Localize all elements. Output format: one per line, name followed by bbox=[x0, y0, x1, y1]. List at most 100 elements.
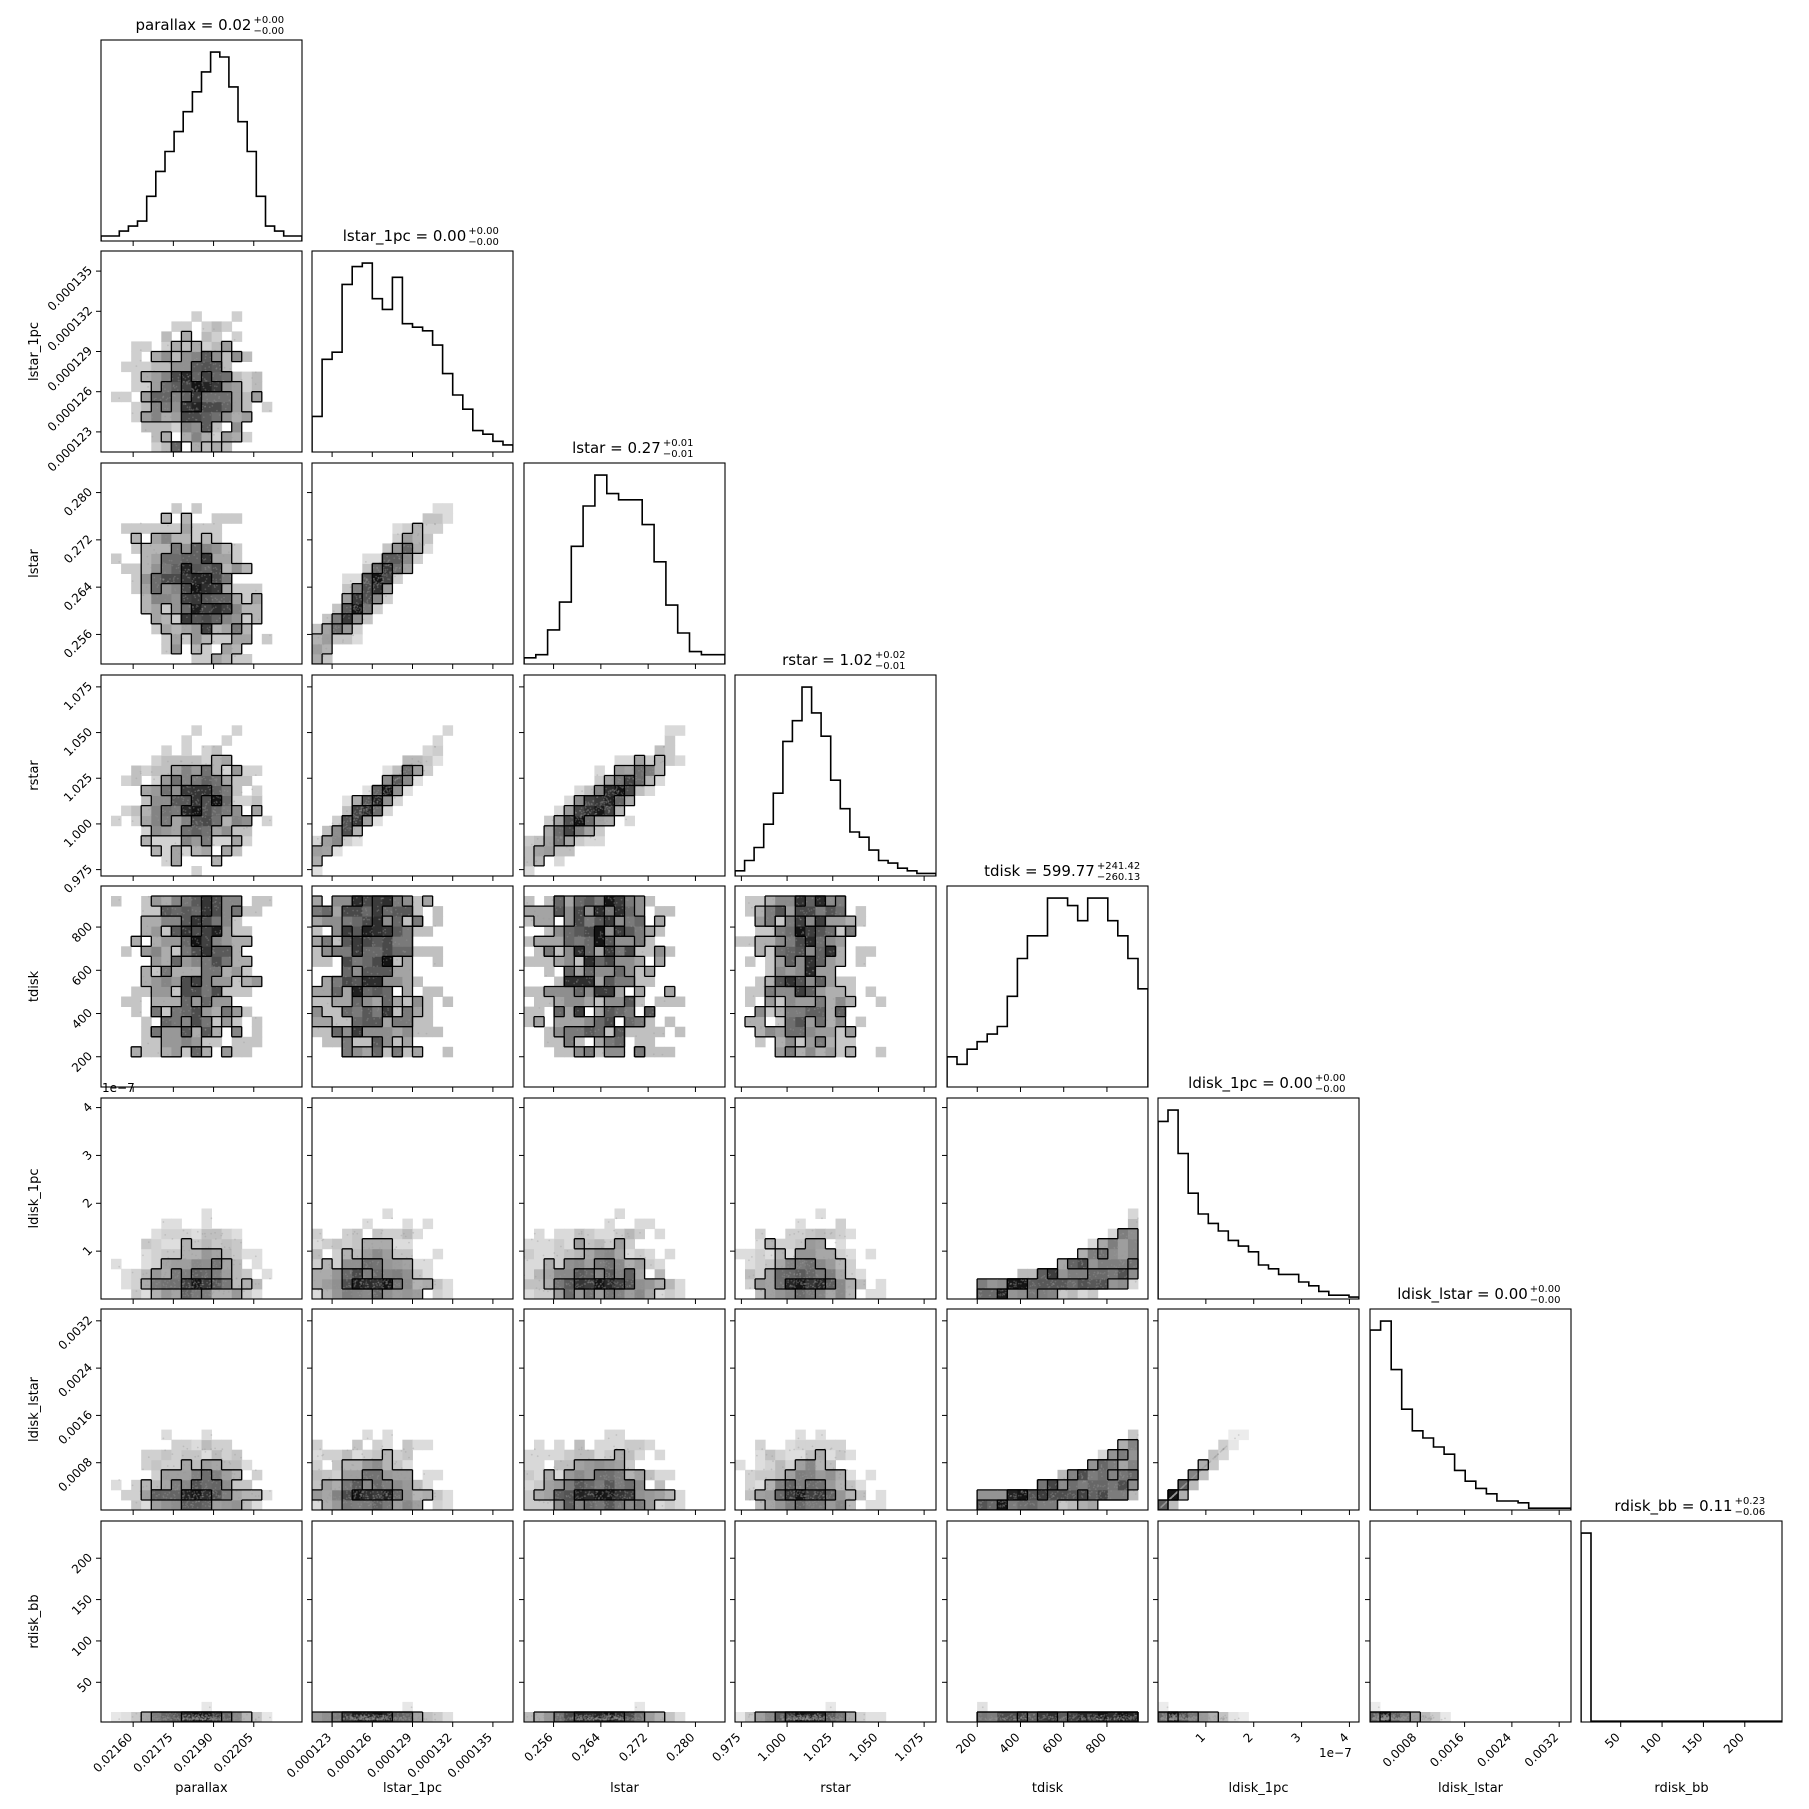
xtick-label-rdisk_bb: 100 bbox=[1638, 1730, 1664, 1756]
panel-frame bbox=[1580, 1520, 1783, 1723]
density-lstar_1pc-ldisk_lstar bbox=[312, 1429, 454, 1510]
panel-frame bbox=[1369, 1308, 1572, 1511]
xtick-label-rstar: 1.025 bbox=[801, 1730, 835, 1764]
density-lstar_1pc-rdisk_bb bbox=[312, 1701, 454, 1722]
xtick-label-lstar: 0.280 bbox=[663, 1730, 697, 1764]
panel-rstar-ldisk_lstar bbox=[730, 1308, 937, 1515]
ytick-label-rdisk_bb: 150 bbox=[69, 1592, 95, 1618]
yaxis-label-lstar: lstar bbox=[27, 548, 42, 577]
xtick-label-parallax: 0.02160 bbox=[90, 1730, 135, 1775]
title-plus-tdisk: +241.42 bbox=[1097, 861, 1140, 872]
panel-rstar-tdisk bbox=[730, 885, 937, 1092]
panel-parallax-tdisk bbox=[96, 885, 303, 1092]
panel-ldisk_lstar-ldisk_lstar bbox=[1369, 1308, 1572, 1515]
density-parallax-ldisk_lstar bbox=[111, 1429, 273, 1510]
xtick-label-rstar: 1.050 bbox=[846, 1730, 880, 1764]
yaxis-label-ldisk_1pc: ldisk_1pc bbox=[27, 1169, 42, 1229]
xaxis-label-lstar: lstar bbox=[610, 1781, 639, 1796]
title-rstar: rstar = 1.02 bbox=[782, 651, 873, 669]
xtick-label-ldisk_1pc: 1 bbox=[1193, 1730, 1208, 1745]
panel-frame bbox=[946, 1520, 1149, 1723]
ytick-label-lstar: 0.280 bbox=[61, 485, 95, 519]
panel-frame bbox=[311, 1520, 514, 1723]
xtick-label-ldisk_lstar: 0.0024 bbox=[1474, 1730, 1514, 1770]
xtick-label-lstar: 0.256 bbox=[521, 1730, 555, 1764]
panel-frame bbox=[100, 1520, 303, 1723]
panel-parallax-ldisk_lstar bbox=[96, 1308, 303, 1515]
title-plus-lstar: +0.01 bbox=[663, 438, 694, 449]
xtick-label-ldisk_1pc: 3 bbox=[1288, 1730, 1303, 1745]
panel-frame bbox=[523, 885, 726, 1088]
panel-rstar-rdisk_bb bbox=[730, 1520, 937, 1727]
ytick-label-lstar: 0.256 bbox=[61, 627, 95, 661]
panel-frame bbox=[100, 885, 303, 1088]
xtick-label-rdisk_bb: 50 bbox=[1602, 1730, 1623, 1751]
panel-frame bbox=[523, 462, 726, 665]
density-tdisk-ldisk_lstar bbox=[976, 1429, 1139, 1510]
ytick-label-tdisk: 800 bbox=[69, 919, 95, 945]
panel-lstar_1pc-tdisk bbox=[307, 885, 514, 1092]
panel-lstar-rdisk_bb bbox=[519, 1520, 726, 1727]
ytick-label-ldisk_1pc: 3 bbox=[80, 1148, 95, 1163]
title-plus-parallax: +0.00 bbox=[253, 15, 284, 26]
xtick-label-ldisk_1pc: 4 bbox=[1336, 1730, 1351, 1745]
panel-frame bbox=[523, 1097, 726, 1300]
xtick-label-ldisk_lstar: 0.0016 bbox=[1427, 1730, 1467, 1770]
xtick-label-rdisk_bb: 150 bbox=[1679, 1730, 1705, 1756]
panel-frame bbox=[100, 674, 303, 877]
panel-rstar-ldisk_1pc bbox=[730, 1097, 937, 1304]
xtick-label-tdisk: 400 bbox=[997, 1730, 1023, 1756]
panel-frame bbox=[100, 39, 303, 242]
yaxis-label-lstar_1pc: lstar_1pc bbox=[27, 322, 42, 381]
ytick-label-rstar: 1.050 bbox=[61, 725, 95, 759]
title-minus-lstar: −0.01 bbox=[663, 449, 694, 460]
panel-lstar-tdisk bbox=[519, 885, 726, 1092]
ytick-label-ldisk_lstar: 0.0008 bbox=[56, 1455, 96, 1495]
xtick-label-rstar: 1.000 bbox=[755, 1730, 789, 1764]
title-rdisk_bb: rdisk_bb = 0.11 bbox=[1614, 1497, 1732, 1516]
ytick-label-tdisk: 600 bbox=[69, 963, 95, 989]
density-parallax-tdisk bbox=[111, 895, 273, 1058]
panel-tdisk-rdisk_bb bbox=[942, 1520, 1149, 1727]
panel-parallax-parallax bbox=[100, 39, 303, 246]
title-minus-rstar: −0.01 bbox=[875, 661, 906, 672]
xtick-label-parallax: 0.02175 bbox=[130, 1730, 175, 1775]
density-tdisk-ldisk_1pc bbox=[976, 1208, 1139, 1299]
title-lstar_1pc: lstar_1pc = 0.00 bbox=[343, 227, 467, 246]
title-minus-ldisk_1pc: −0.00 bbox=[1315, 1084, 1346, 1095]
xtick-label-parallax: 0.02205 bbox=[211, 1730, 256, 1775]
panel-frame bbox=[946, 1097, 1149, 1300]
xtick-label-rstar: 0.975 bbox=[709, 1730, 743, 1764]
panel-lstar-lstar bbox=[523, 462, 726, 669]
histogram-tdisk bbox=[947, 897, 1148, 1087]
density-parallax-lstar bbox=[111, 503, 273, 664]
histogram-rdisk_bb bbox=[1581, 1532, 1782, 1722]
panel-frame bbox=[1157, 1097, 1360, 1300]
title-tdisk: tdisk = 599.77 bbox=[984, 862, 1095, 880]
title-minus-parallax: −0.00 bbox=[253, 26, 284, 37]
density-parallax-rstar bbox=[111, 725, 273, 876]
title-minus-ldisk_lstar: −0.00 bbox=[1530, 1295, 1561, 1306]
title-lstar: lstar = 0.27 bbox=[572, 439, 661, 457]
density-lstar_1pc-tdisk bbox=[312, 895, 454, 1058]
xaxis-label-rstar: rstar bbox=[820, 1781, 851, 1796]
panel-frame bbox=[734, 674, 937, 877]
panel-lstar_1pc-rstar bbox=[307, 674, 514, 881]
yaxis-label-rdisk_bb: rdisk_bb bbox=[27, 1594, 42, 1648]
ytick-label-tdisk: 200 bbox=[69, 1049, 95, 1075]
panel-frame bbox=[1369, 1520, 1572, 1723]
ytick-label-rstar: 1.025 bbox=[61, 770, 95, 804]
xtick-label-tdisk: 600 bbox=[1040, 1730, 1066, 1756]
density-parallax-lstar_1pc bbox=[111, 311, 273, 452]
panel-ldisk_1pc-rdisk_bb bbox=[1153, 1520, 1360, 1727]
xtick-label-ldisk_lstar: 0.0032 bbox=[1522, 1730, 1562, 1770]
ytick-label-ldisk_lstar: 0.0032 bbox=[56, 1313, 96, 1353]
panel-lstar-rstar bbox=[519, 674, 726, 881]
ytick-label-lstar: 0.272 bbox=[61, 532, 95, 566]
density-lstar-ldisk_lstar bbox=[524, 1429, 686, 1510]
panel-frame bbox=[1157, 1308, 1360, 1511]
ytick-label-rstar: 1.000 bbox=[61, 816, 95, 850]
ytick-label-rstar: 0.975 bbox=[61, 862, 95, 896]
ytick-label-rdisk_bb: 200 bbox=[69, 1550, 95, 1576]
panel-rdisk_bb-rdisk_bb bbox=[1580, 1520, 1783, 1727]
